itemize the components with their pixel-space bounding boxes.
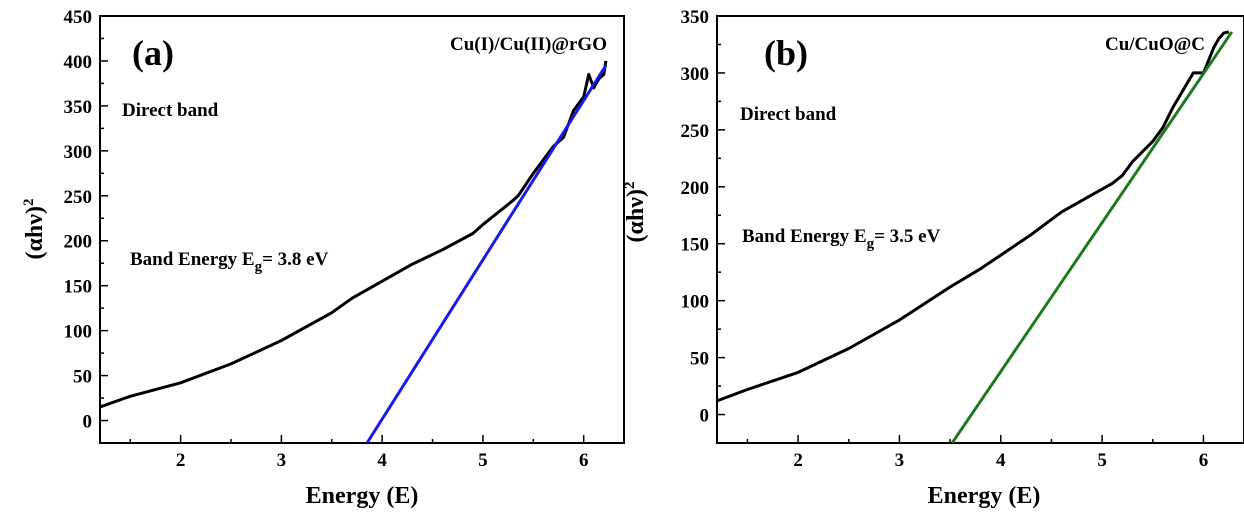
y-tick-label: 0 bbox=[83, 412, 93, 433]
band-energy-label: Band Energy Eg= 3.5 eV bbox=[742, 226, 941, 252]
band-energy-value: = 3.5 eV bbox=[874, 226, 941, 247]
x-tick-label: 3 bbox=[895, 450, 905, 471]
y-tick-label: 100 bbox=[681, 292, 710, 313]
y-axis-title-superscript: 2 bbox=[21, 199, 37, 207]
y-axis-title: (αhν)2 bbox=[21, 199, 48, 260]
y-tick-label: 400 bbox=[64, 52, 93, 73]
panel-label: (b) bbox=[764, 33, 808, 73]
y-axis-title-base: (αhν) bbox=[623, 189, 649, 242]
band-energy-prefix: Band Energy E bbox=[130, 249, 255, 270]
data-curve bbox=[717, 30, 1230, 403]
band-type-label: Direct band bbox=[740, 104, 837, 125]
band-energy-prefix: Band Energy E bbox=[742, 226, 867, 247]
y-tick-label: 350 bbox=[681, 7, 710, 28]
x-tick-label: 2 bbox=[176, 450, 186, 471]
y-tick-label: 300 bbox=[681, 64, 710, 85]
fit-line bbox=[365, 64, 608, 443]
y-tick-label: 50 bbox=[73, 367, 92, 388]
fit-line bbox=[950, 31, 1234, 443]
plot-frame bbox=[99, 15, 625, 444]
band-type-label: Direct band bbox=[122, 100, 219, 121]
data-curve bbox=[100, 60, 608, 409]
x-axis-title: Energy (E) bbox=[928, 483, 1041, 509]
y-tick-label: 350 bbox=[64, 97, 93, 118]
x-tick-label: 5 bbox=[478, 450, 488, 471]
band-energy-label: Band Energy Eg= 3.8 eV bbox=[130, 249, 329, 275]
y-axis-title: (αhν)2 bbox=[622, 182, 649, 243]
y-tick-label: 300 bbox=[64, 142, 93, 163]
band-energy-subscript: g bbox=[867, 236, 875, 252]
y-tick-label: 450 bbox=[64, 7, 93, 28]
x-tick-label: 6 bbox=[579, 450, 589, 471]
x-tick-label: 4 bbox=[996, 450, 1006, 471]
chart-panel-b: 2 3 4 5 6 0 50 100 150 200 250 300 350 (b) Cu/CuO@C Dir… bbox=[622, 7, 1244, 509]
band-energy-subscript: g bbox=[255, 259, 263, 275]
sample-label: Cu(I)/Cu(II)@rGO bbox=[450, 34, 607, 55]
x-tick-label: 5 bbox=[1097, 450, 1107, 471]
sample-label: Cu/CuO@C bbox=[1105, 34, 1205, 55]
y-tick-label: 200 bbox=[681, 178, 710, 199]
y-tick-label: 0 bbox=[700, 406, 710, 427]
y-tick-label: 100 bbox=[64, 322, 93, 343]
y-tick-label: 150 bbox=[681, 235, 710, 256]
y-tick-label: 250 bbox=[64, 187, 93, 208]
panel-label: (a) bbox=[132, 33, 174, 73]
x-tick-label: 3 bbox=[277, 450, 287, 471]
y-axis-title-superscript: 2 bbox=[622, 182, 638, 190]
x-tick-label: 2 bbox=[793, 450, 803, 471]
chart-panel-a: 2 3 4 5 6 0 50 100 150 200 250 300 350 400 450 (a) Cu(I)… bbox=[21, 7, 625, 509]
y-tick-label: 200 bbox=[64, 232, 93, 253]
plot-frame bbox=[716, 15, 1244, 444]
y-axis-title-base: (αhν) bbox=[22, 206, 48, 259]
x-tick-label: 6 bbox=[1199, 450, 1209, 471]
y-tick-label: 50 bbox=[690, 349, 709, 370]
x-axis-title: Energy (E) bbox=[306, 483, 419, 509]
y-tick-label: 250 bbox=[681, 121, 710, 142]
band-energy-value: = 3.8 eV bbox=[262, 249, 329, 270]
y-tick-label: 150 bbox=[64, 277, 93, 298]
x-tick-label: 4 bbox=[377, 450, 387, 471]
